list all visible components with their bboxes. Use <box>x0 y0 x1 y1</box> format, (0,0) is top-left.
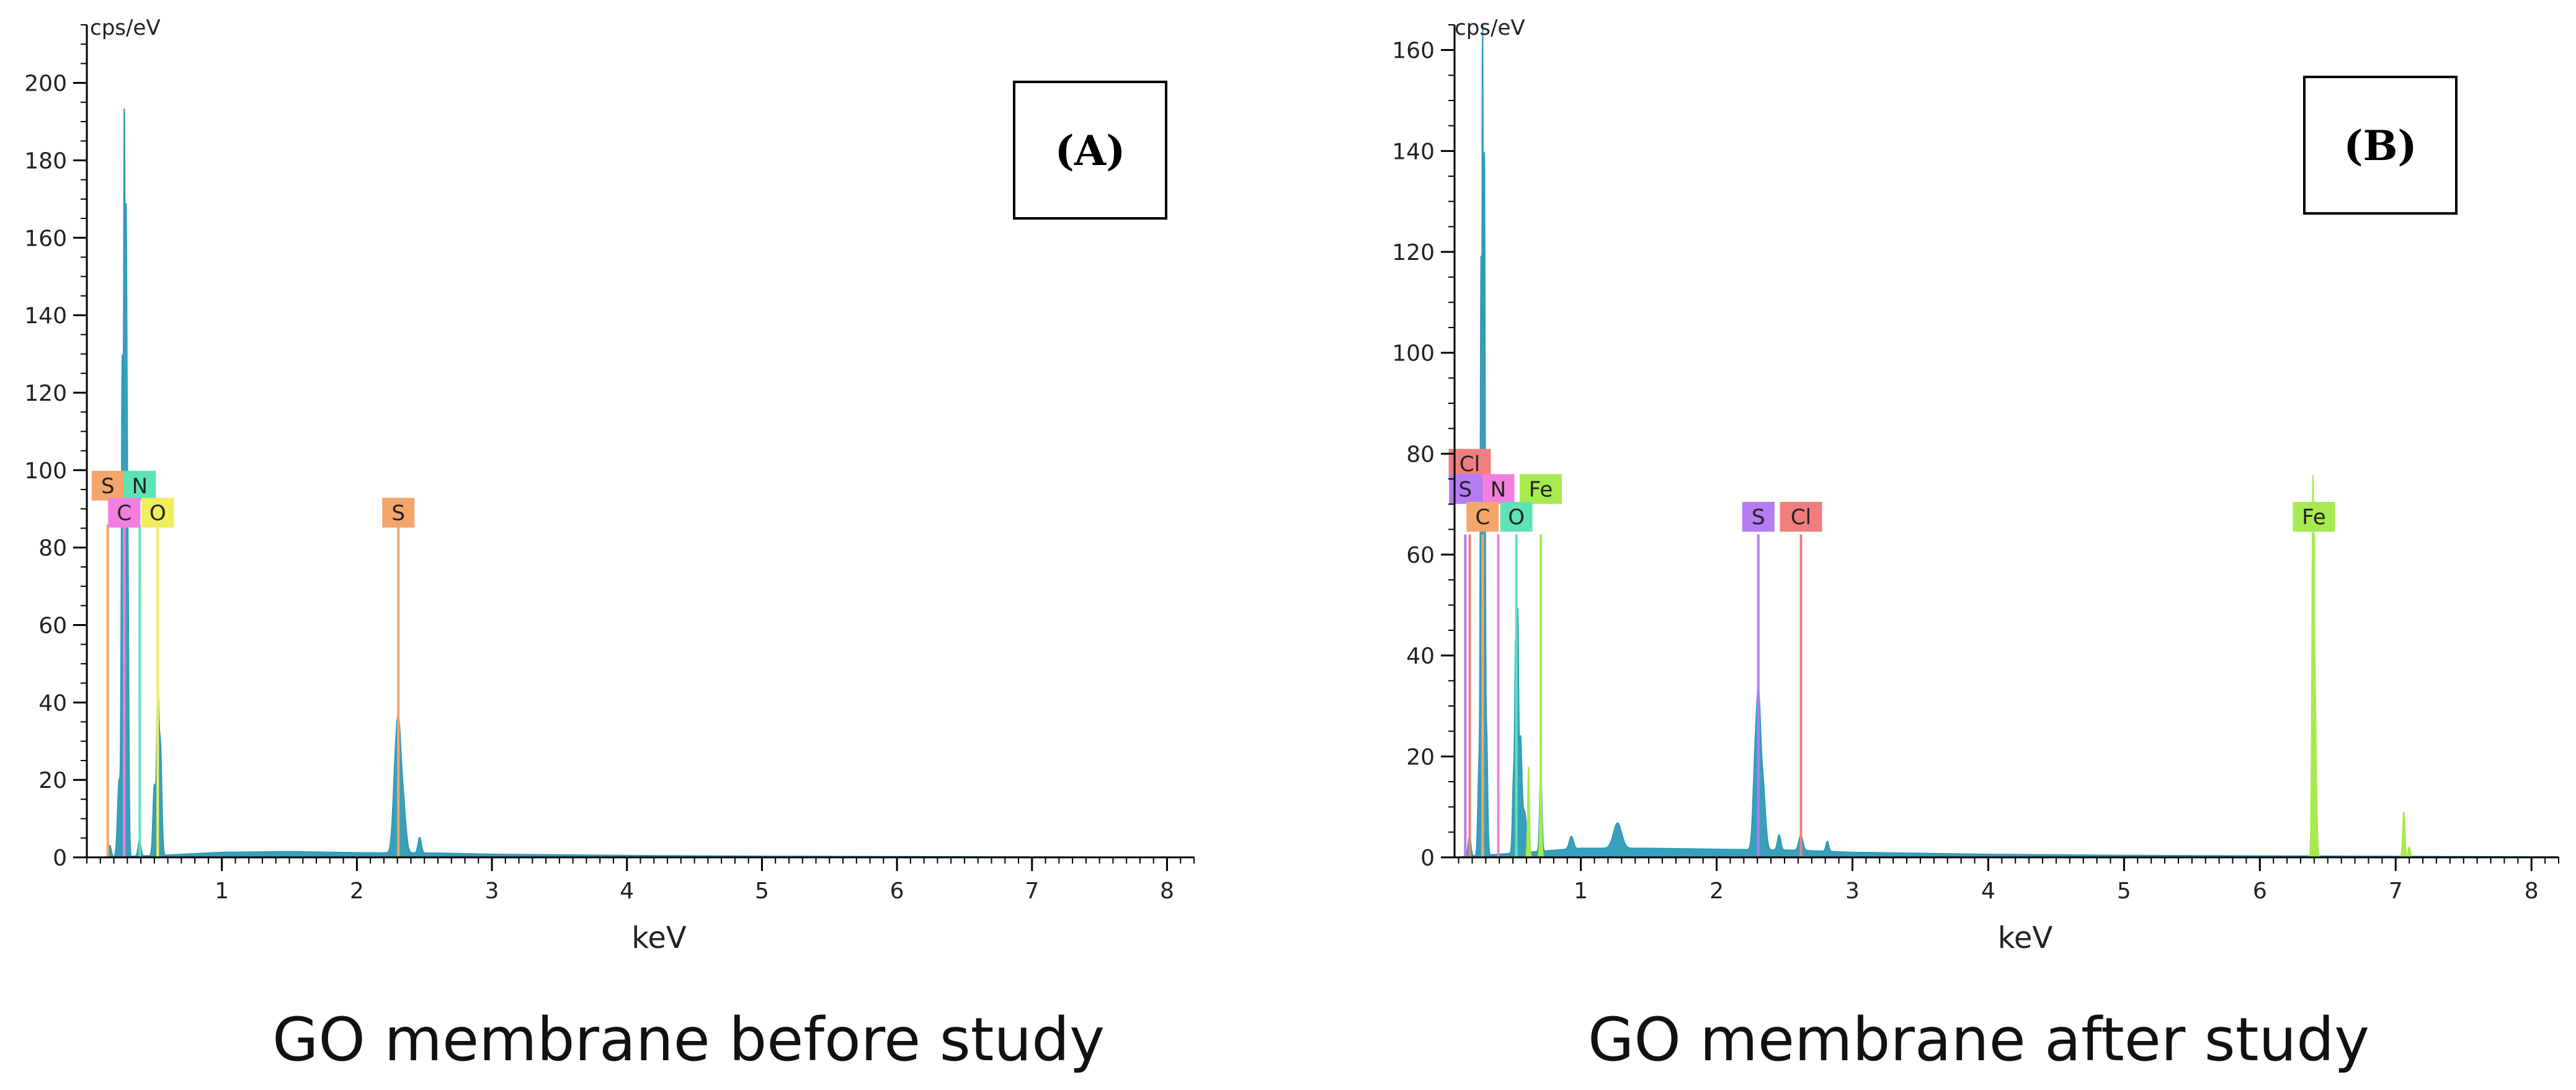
x-tick-label: 5 <box>2117 878 2131 904</box>
y-tick-label: 0 <box>53 846 67 871</box>
element-label-o: O <box>149 501 166 525</box>
panel-label-box <box>1013 81 1167 220</box>
fe-fit-series <box>1455 475 2559 858</box>
element-label-fe: Fe <box>1529 477 1553 502</box>
x-tick-label: 7 <box>1025 878 1039 904</box>
panel-label: (B) <box>2343 122 2417 170</box>
element-label-bg-o <box>141 498 174 528</box>
element-label-bg-cl <box>1448 449 1491 479</box>
y-tick-label: 60 <box>1406 543 1435 568</box>
x-tick-label: 6 <box>890 878 904 904</box>
element-label-fe: Fe <box>2302 505 2326 530</box>
y-tick-label: 160 <box>24 226 67 251</box>
y-axis-label: cps/eV <box>90 16 161 40</box>
x-tick-label: 5 <box>755 878 769 904</box>
element-label-bg-c <box>108 498 141 528</box>
y-tick-label: 140 <box>24 303 67 329</box>
x-tick-label: 1 <box>1574 878 1588 904</box>
element-label-c: C <box>117 501 131 525</box>
panel-label-box <box>2303 76 2458 215</box>
element-label-cl: Cl <box>1791 505 1811 530</box>
element-label-bg-fe <box>1520 474 1562 504</box>
element-label-n: N <box>132 474 148 499</box>
element-label-o: O <box>1508 505 1525 530</box>
y-tick-label: 20 <box>38 768 67 793</box>
y-tick-label: 20 <box>1406 744 1435 770</box>
y-tick-label: 40 <box>1406 644 1435 669</box>
element-label-c: C <box>1475 505 1490 530</box>
y-tick-label: 180 <box>24 148 67 174</box>
element-label-bg-n <box>123 470 156 501</box>
y-tick-label: 160 <box>1392 38 1435 64</box>
x-axis-label: keV <box>1998 921 2053 955</box>
y-tick-label: 0 <box>1420 846 1435 871</box>
x-tick-label: 4 <box>1981 878 1995 904</box>
spectrum-series <box>1455 24 2560 858</box>
y-tick-label: 80 <box>1406 442 1435 467</box>
x-tick-label: 7 <box>2389 878 2403 904</box>
y-tick-label: 140 <box>1392 139 1435 164</box>
element-label-bg-n <box>1482 474 1515 504</box>
x-tick-label: 8 <box>1160 878 1174 904</box>
caption-after-study: GO membrane after study <box>1587 1005 2370 1074</box>
y-tick-label: 80 <box>38 536 67 561</box>
x-tick-label: 1 <box>215 878 229 904</box>
x-tick-label: 2 <box>1709 878 1724 904</box>
spectrum-series <box>87 108 1195 858</box>
y-tick-label: 100 <box>24 458 67 484</box>
element-label-bg-o <box>1500 502 1533 532</box>
x-axis-label: keV <box>631 921 687 955</box>
element-label-s: S <box>1458 477 1472 502</box>
y-tick-label: 60 <box>38 613 67 638</box>
x-tick-label: 3 <box>485 878 499 904</box>
x-tick-label: 8 <box>2525 878 2539 904</box>
y-tick-label: 120 <box>1392 240 1435 266</box>
element-label-bg-s <box>1742 502 1775 532</box>
x-tick-label: 2 <box>350 878 364 904</box>
panel-label: (A) <box>1055 127 1126 175</box>
y-tick-label: 120 <box>24 381 67 406</box>
element-label-bg-c <box>1466 502 1499 532</box>
element-label-cl: Cl <box>1460 452 1480 477</box>
caption-before-study: GO membrane before study <box>272 1005 1105 1074</box>
element-label-bg-s <box>382 498 415 528</box>
x-tick-label: 4 <box>620 878 634 904</box>
element-label-bg-fe <box>2293 502 2335 532</box>
element-label-bg-cl <box>1780 502 1822 532</box>
element-label-s: S <box>101 474 115 499</box>
x-tick-label: 6 <box>2253 878 2267 904</box>
element-label-bg-s <box>91 470 124 501</box>
y-tick-label: 100 <box>1392 341 1435 367</box>
element-label-n: N <box>1491 477 1506 502</box>
y-tick-label: 40 <box>38 690 67 716</box>
y-tick-label: 200 <box>24 71 67 97</box>
y-axis-label: cps/eV <box>1455 16 1525 40</box>
x-tick-label: 3 <box>1845 878 1860 904</box>
element-label-s: S <box>391 501 405 525</box>
element-label-s: S <box>1752 505 1765 530</box>
